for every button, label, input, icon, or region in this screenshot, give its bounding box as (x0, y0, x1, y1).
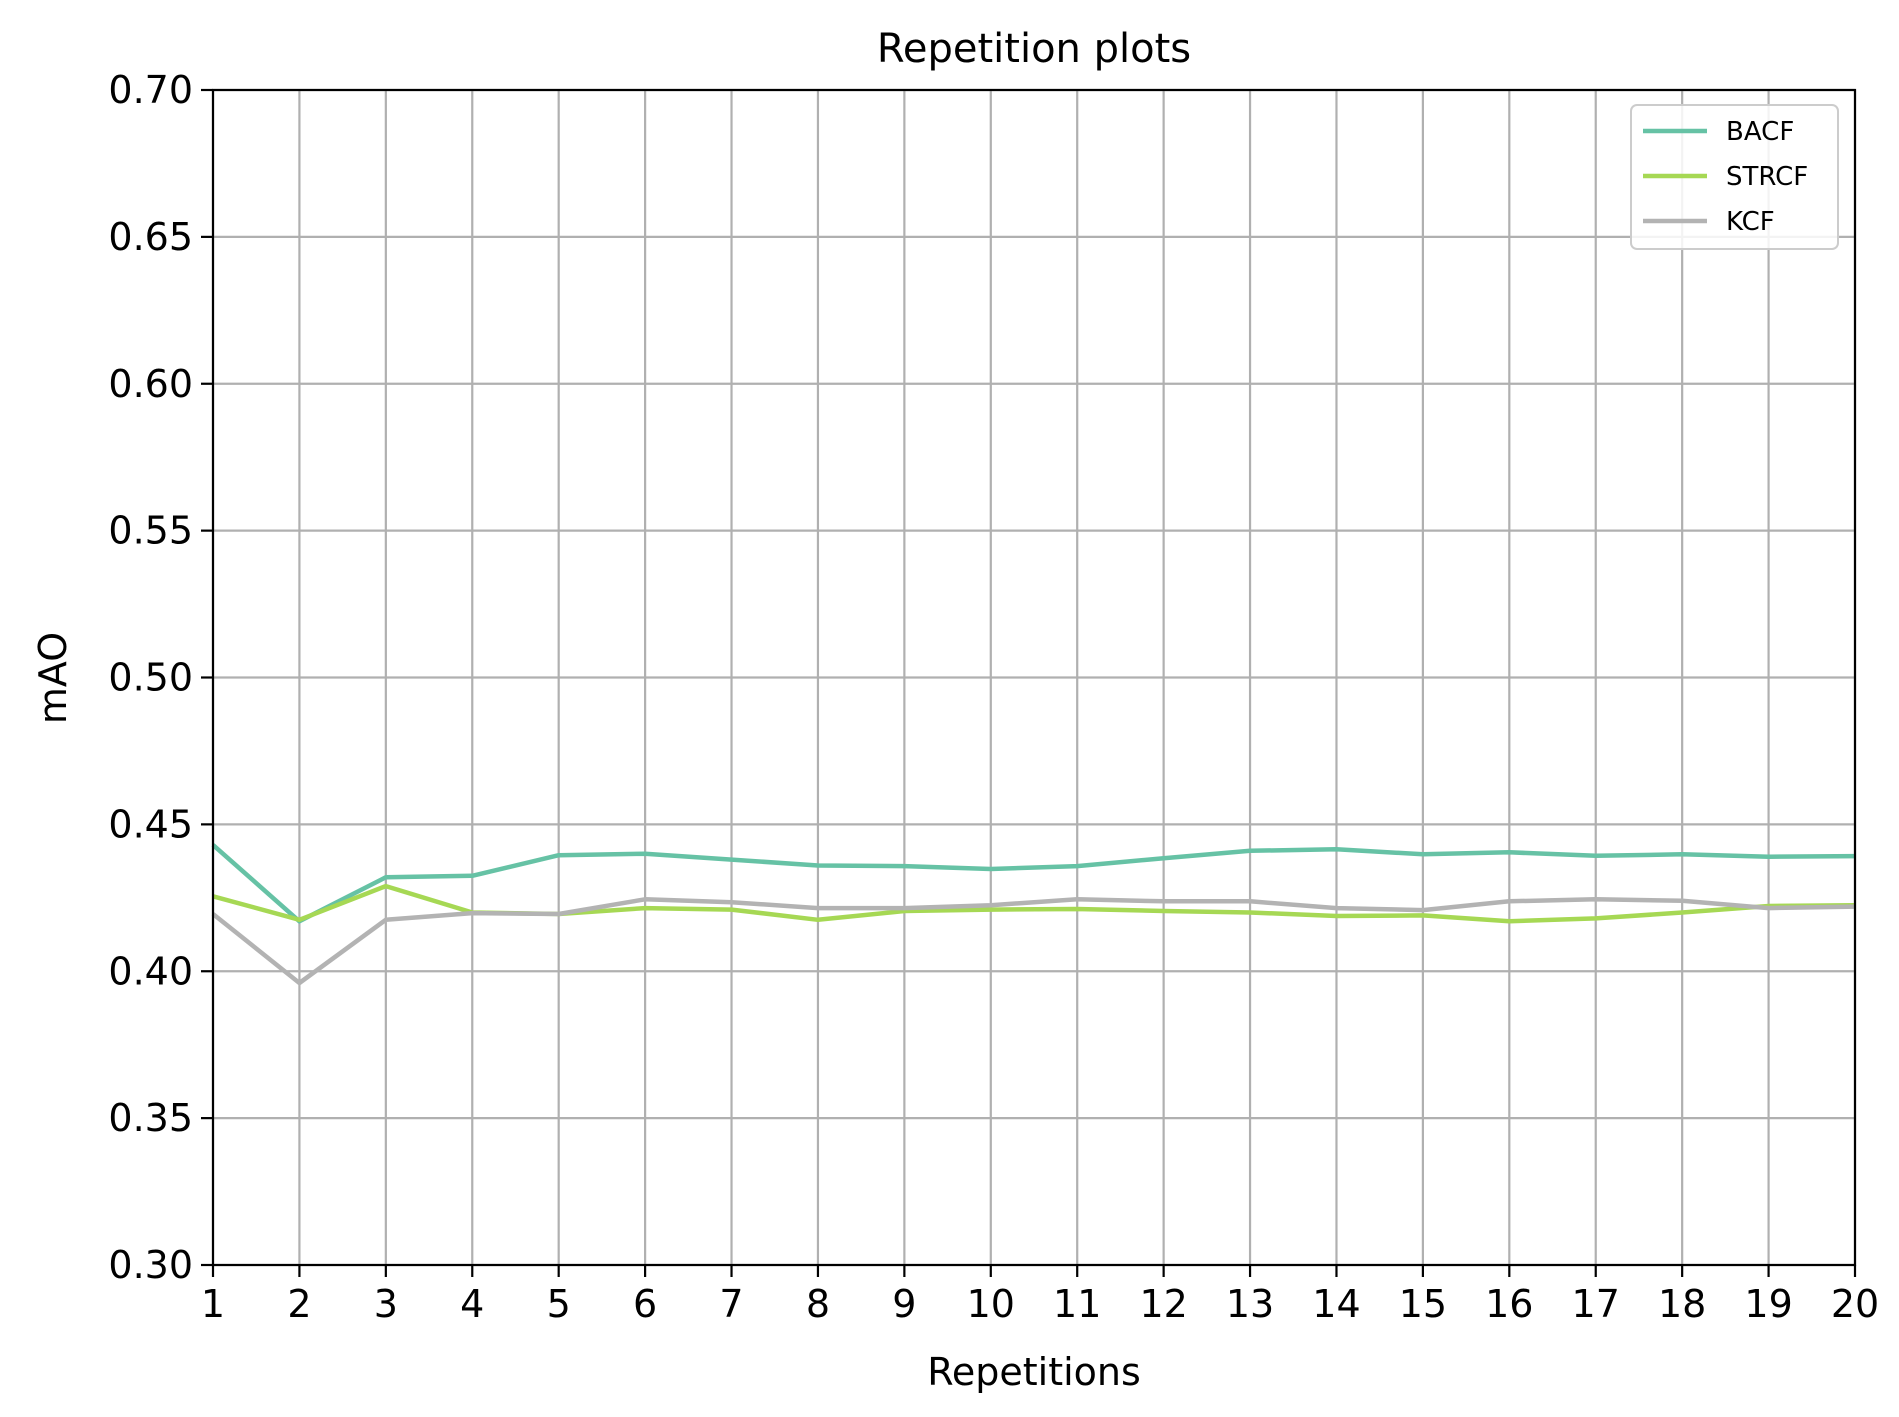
x-tick-label: 12 (1139, 1282, 1187, 1326)
legend-label-kcf: KCF (1726, 207, 1775, 237)
x-tick-label: 14 (1312, 1282, 1360, 1326)
y-tick-label: 0.55 (108, 509, 193, 553)
grid-lines (211, 88, 1857, 1267)
y-axis: 0.30 0.35 0.40 0.45 0.50 0.55 0.60 0.65 0.70 (108, 68, 213, 1287)
y-tick-label: 0.50 (108, 656, 193, 700)
x-tick-label: 5 (547, 1282, 571, 1326)
x-tick-label: 17 (1572, 1282, 1620, 1326)
legend-box (1630, 104, 1839, 250)
y-axis-label: mAO (31, 632, 75, 724)
legend-label-strcf: STRCF (1726, 162, 1808, 192)
x-tick-label: 6 (633, 1282, 657, 1326)
x-tick-label: 10 (967, 1282, 1015, 1326)
x-axis: 1 2 3 4 5 6 7 8 9 10 11 12 13 14 15 16 17 18 19 20 (201, 1265, 1879, 1326)
y-tick-label: 0.65 (108, 215, 193, 259)
y-tick-label: 0.40 (108, 949, 193, 993)
x-tick-label: 9 (892, 1282, 916, 1326)
x-tick-label: 7 (719, 1282, 743, 1326)
series-lines (211, 843, 1856, 986)
legend: BACF STRCF KCF (1630, 104, 1839, 250)
x-tick-label: 1 (201, 1282, 225, 1326)
x-tick-label: 11 (1053, 1282, 1101, 1326)
x-tick-label: 8 (806, 1282, 830, 1326)
x-tick-label: 16 (1485, 1282, 1533, 1326)
x-tick-label: 4 (460, 1282, 484, 1326)
y-tick-label: 0.70 (108, 68, 193, 112)
x-tick-label: 13 (1226, 1282, 1274, 1326)
x-tick-label: 19 (1744, 1282, 1792, 1326)
chart-title: Repetition plots (877, 26, 1191, 72)
series-line-kcf (211, 897, 1856, 986)
y-tick-label: 0.30 (108, 1243, 193, 1287)
x-axis-label: Repetitions (927, 1350, 1141, 1394)
legend-label-bacf: BACF (1726, 117, 1794, 147)
series-line-bacf (211, 843, 1856, 924)
x-tick-label: 15 (1399, 1282, 1447, 1326)
y-tick-label: 0.60 (108, 362, 193, 406)
x-tick-label: 20 (1831, 1282, 1879, 1326)
y-tick-label: 0.45 (108, 802, 193, 846)
y-tick-label: 0.35 (108, 1096, 193, 1140)
x-tick-label: 3 (374, 1282, 398, 1326)
x-tick-label: 18 (1658, 1282, 1706, 1326)
x-tick-label: 2 (287, 1282, 311, 1326)
